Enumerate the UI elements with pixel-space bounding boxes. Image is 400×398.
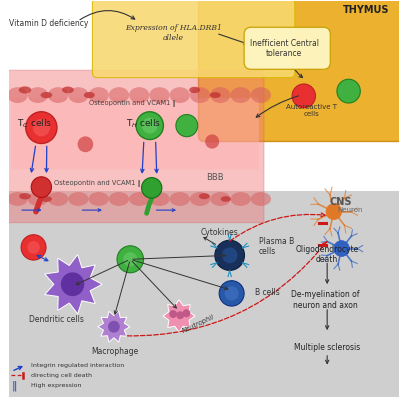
Ellipse shape — [19, 193, 31, 199]
Ellipse shape — [210, 192, 230, 206]
FancyBboxPatch shape — [244, 27, 330, 69]
Ellipse shape — [170, 87, 190, 103]
Ellipse shape — [28, 192, 48, 206]
Text: Expression of HLA.DRB1
allele: Expression of HLA.DRB1 allele — [125, 25, 222, 42]
Ellipse shape — [251, 87, 271, 103]
FancyBboxPatch shape — [8, 70, 264, 223]
FancyBboxPatch shape — [11, 98, 259, 169]
Circle shape — [334, 241, 349, 256]
Circle shape — [219, 281, 244, 306]
Ellipse shape — [170, 192, 190, 206]
Circle shape — [326, 204, 342, 220]
Ellipse shape — [129, 192, 149, 206]
Text: Autoreactive T
cells: Autoreactive T cells — [286, 104, 337, 117]
Circle shape — [225, 286, 239, 300]
Circle shape — [61, 272, 84, 296]
Ellipse shape — [149, 192, 170, 206]
Polygon shape — [45, 255, 102, 314]
Ellipse shape — [68, 87, 88, 103]
Circle shape — [26, 112, 57, 143]
Text: Vitamin D deficiency: Vitamin D deficiency — [9, 19, 88, 27]
Ellipse shape — [221, 196, 231, 202]
Ellipse shape — [88, 192, 109, 206]
Ellipse shape — [230, 192, 251, 206]
Circle shape — [27, 241, 40, 254]
Circle shape — [142, 118, 158, 134]
Text: De-myelination of
neuron and axon: De-myelination of neuron and axon — [291, 291, 360, 310]
Ellipse shape — [84, 92, 95, 98]
Text: Osteopontin and VCAM1 ‖: Osteopontin and VCAM1 ‖ — [89, 100, 176, 107]
Circle shape — [169, 310, 177, 318]
Ellipse shape — [48, 87, 68, 103]
Ellipse shape — [190, 192, 210, 206]
Text: Macrophage: Macrophage — [91, 347, 138, 356]
Circle shape — [215, 240, 244, 270]
Circle shape — [117, 246, 144, 273]
Ellipse shape — [8, 192, 28, 206]
FancyBboxPatch shape — [92, 0, 295, 78]
Circle shape — [33, 119, 50, 137]
Text: Cytokines: Cytokines — [200, 228, 238, 237]
FancyBboxPatch shape — [9, 191, 399, 397]
Text: Osteopontin and VCAM1 ‖: Osteopontin and VCAM1 ‖ — [54, 179, 141, 187]
Circle shape — [123, 252, 137, 266]
Text: ‖: ‖ — [11, 380, 17, 391]
Ellipse shape — [129, 87, 149, 103]
Circle shape — [222, 248, 238, 263]
Ellipse shape — [189, 87, 200, 93]
Text: directing cell death: directing cell death — [31, 373, 92, 378]
Text: Oligodendrocyte
death: Oligodendrocyte death — [296, 245, 359, 264]
Circle shape — [21, 235, 46, 260]
Ellipse shape — [88, 87, 109, 103]
Circle shape — [31, 177, 52, 197]
Circle shape — [142, 178, 162, 198]
Ellipse shape — [8, 87, 28, 103]
Circle shape — [176, 311, 184, 319]
Ellipse shape — [109, 87, 129, 103]
Text: Neuron: Neuron — [337, 207, 362, 213]
Circle shape — [176, 115, 198, 137]
Ellipse shape — [210, 92, 221, 98]
Circle shape — [182, 309, 190, 317]
Ellipse shape — [251, 192, 271, 206]
Text: Plasma B
cells: Plasma B cells — [259, 237, 294, 256]
Polygon shape — [98, 311, 130, 342]
Text: Multiple sclerosis: Multiple sclerosis — [294, 343, 360, 352]
Ellipse shape — [41, 196, 52, 202]
Text: T$_C$ cells: T$_C$ cells — [17, 117, 52, 130]
Circle shape — [337, 79, 360, 103]
Text: B cells: B cells — [255, 288, 280, 297]
Circle shape — [292, 84, 316, 108]
Text: Inefficient Central
tolerance: Inefficient Central tolerance — [250, 39, 319, 58]
Circle shape — [78, 137, 93, 152]
Ellipse shape — [210, 87, 230, 103]
Ellipse shape — [190, 87, 210, 103]
Circle shape — [205, 135, 219, 148]
Ellipse shape — [68, 192, 88, 206]
Ellipse shape — [230, 87, 251, 103]
Circle shape — [136, 112, 164, 140]
Ellipse shape — [40, 92, 52, 98]
Circle shape — [108, 321, 120, 333]
Ellipse shape — [199, 193, 210, 199]
Text: Dendritic cells: Dendritic cells — [29, 316, 84, 324]
Text: BBB: BBB — [206, 173, 224, 181]
Text: High expression: High expression — [31, 383, 81, 388]
Text: Neutrophil: Neutrophil — [181, 314, 216, 334]
Ellipse shape — [62, 86, 74, 93]
Ellipse shape — [149, 87, 170, 103]
Text: THYMUS: THYMUS — [343, 5, 390, 15]
Ellipse shape — [109, 192, 129, 206]
Ellipse shape — [28, 87, 48, 103]
Ellipse shape — [19, 86, 31, 94]
FancyBboxPatch shape — [198, 0, 400, 142]
Text: Integrin regulated interaction: Integrin regulated interaction — [31, 363, 124, 368]
Text: CNS: CNS — [329, 197, 352, 207]
Ellipse shape — [48, 192, 68, 206]
Polygon shape — [163, 300, 195, 332]
Text: T$_H$ cells: T$_H$ cells — [126, 117, 162, 130]
